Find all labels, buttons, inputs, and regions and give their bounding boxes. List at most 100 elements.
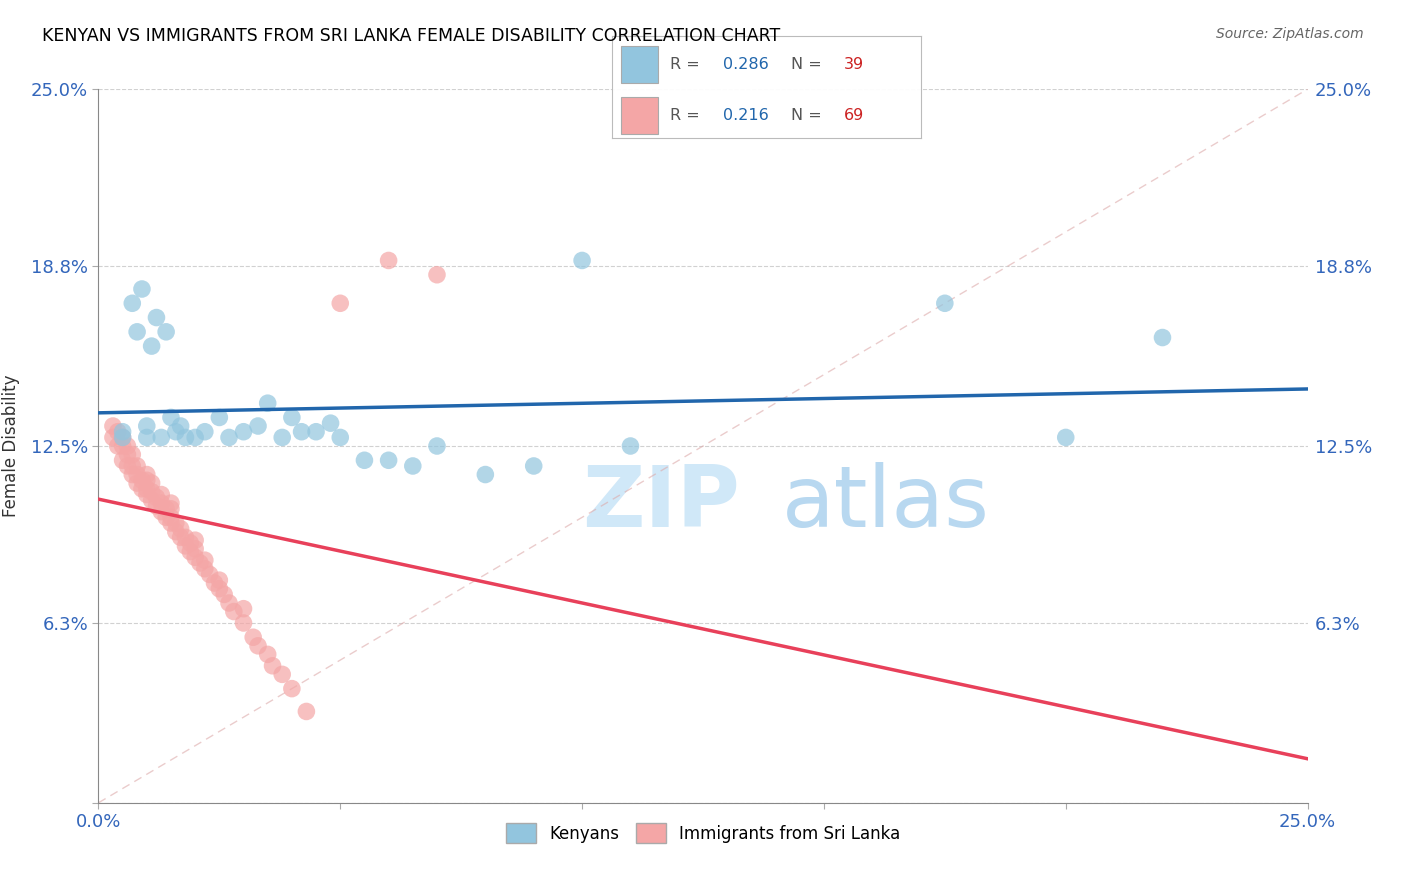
Point (198, 567, 221, 582)
Point (1054, 430, 1077, 444)
Point (141, 493, 163, 508)
Point (101, 419, 124, 434)
Point (208, 573, 231, 587)
Point (131, 482, 153, 496)
Point (127, 325, 149, 339)
Point (145, 499, 167, 513)
Point (150, 487, 173, 501)
Point (271, 430, 294, 444)
Text: N =: N = (792, 108, 827, 123)
Point (135, 482, 157, 496)
Point (184, 541, 207, 556)
Point (174, 430, 197, 444)
Point (204, 576, 226, 591)
Point (194, 425, 217, 439)
Point (121, 448, 143, 462)
Point (523, 458, 546, 473)
Point (135, 419, 157, 434)
Point (101, 430, 124, 444)
Text: 39: 39 (844, 57, 863, 72)
Point (111, 425, 134, 439)
Text: R =: R = (671, 57, 706, 72)
Y-axis label: Female Disability: Female Disability (1, 375, 20, 517)
Point (402, 458, 425, 473)
Point (184, 550, 207, 565)
Point (208, 410, 231, 425)
Point (155, 325, 177, 339)
Point (141, 484, 163, 499)
Point (141, 339, 163, 353)
Point (121, 296, 143, 310)
Point (107, 425, 129, 439)
Point (111, 430, 134, 444)
Point (121, 458, 143, 473)
Point (271, 667, 294, 681)
Point (212, 587, 235, 601)
Point (619, 439, 641, 453)
Point (160, 496, 183, 510)
Point (934, 296, 956, 310)
Point (1152, 330, 1174, 344)
Point (127, 467, 149, 482)
Point (127, 476, 149, 491)
Legend: Kenyans, Immigrants from Sri Lanka: Kenyans, Immigrants from Sri Lanka (498, 814, 908, 852)
Point (232, 615, 254, 630)
Point (169, 419, 191, 434)
Text: Source: ZipAtlas.com: Source: ZipAtlas.com (1216, 27, 1364, 41)
Point (174, 530, 197, 544)
Point (179, 544, 201, 558)
Point (155, 510, 177, 524)
Point (135, 487, 157, 501)
Text: 0.216: 0.216 (723, 108, 769, 123)
Point (117, 448, 139, 462)
Point (188, 556, 211, 570)
Point (169, 530, 191, 544)
Point (145, 310, 167, 325)
Text: atlas: atlas (782, 461, 990, 545)
Text: KENYAN VS IMMIGRANTS FROM SRI LANKA FEMALE DISABILITY CORRELATION CHART: KENYAN VS IMMIGRANTS FROM SRI LANKA FEMA… (42, 27, 780, 45)
Point (426, 268, 449, 282)
Point (319, 416, 342, 430)
Point (160, 516, 183, 530)
Point (117, 458, 139, 473)
Point (218, 430, 240, 444)
Text: 69: 69 (844, 108, 863, 123)
Point (281, 681, 304, 696)
Point (232, 601, 254, 615)
Text: ZIP: ZIP (582, 461, 740, 545)
Point (165, 425, 187, 439)
Point (290, 425, 312, 439)
Point (242, 630, 264, 644)
Point (571, 253, 593, 268)
Point (184, 533, 207, 548)
Point (232, 425, 254, 439)
Point (194, 553, 217, 567)
Point (377, 453, 399, 467)
Point (150, 505, 173, 519)
Text: N =: N = (792, 57, 827, 72)
Point (184, 430, 207, 444)
Text: 0.286: 0.286 (723, 57, 769, 72)
Point (131, 282, 153, 296)
Point (329, 430, 352, 444)
Point (329, 296, 352, 310)
Point (194, 562, 217, 576)
Point (155, 501, 177, 516)
Point (262, 658, 284, 673)
Point (165, 524, 187, 539)
Point (474, 467, 496, 482)
Point (208, 582, 231, 596)
Point (150, 496, 173, 510)
Point (121, 467, 143, 482)
FancyBboxPatch shape (621, 97, 658, 134)
Point (160, 410, 183, 425)
Point (117, 439, 139, 453)
FancyBboxPatch shape (621, 46, 658, 83)
Point (135, 473, 157, 487)
Point (305, 425, 328, 439)
Point (141, 476, 163, 491)
Text: R =: R = (671, 108, 706, 123)
Point (127, 458, 149, 473)
Point (426, 439, 449, 453)
Point (160, 510, 183, 524)
